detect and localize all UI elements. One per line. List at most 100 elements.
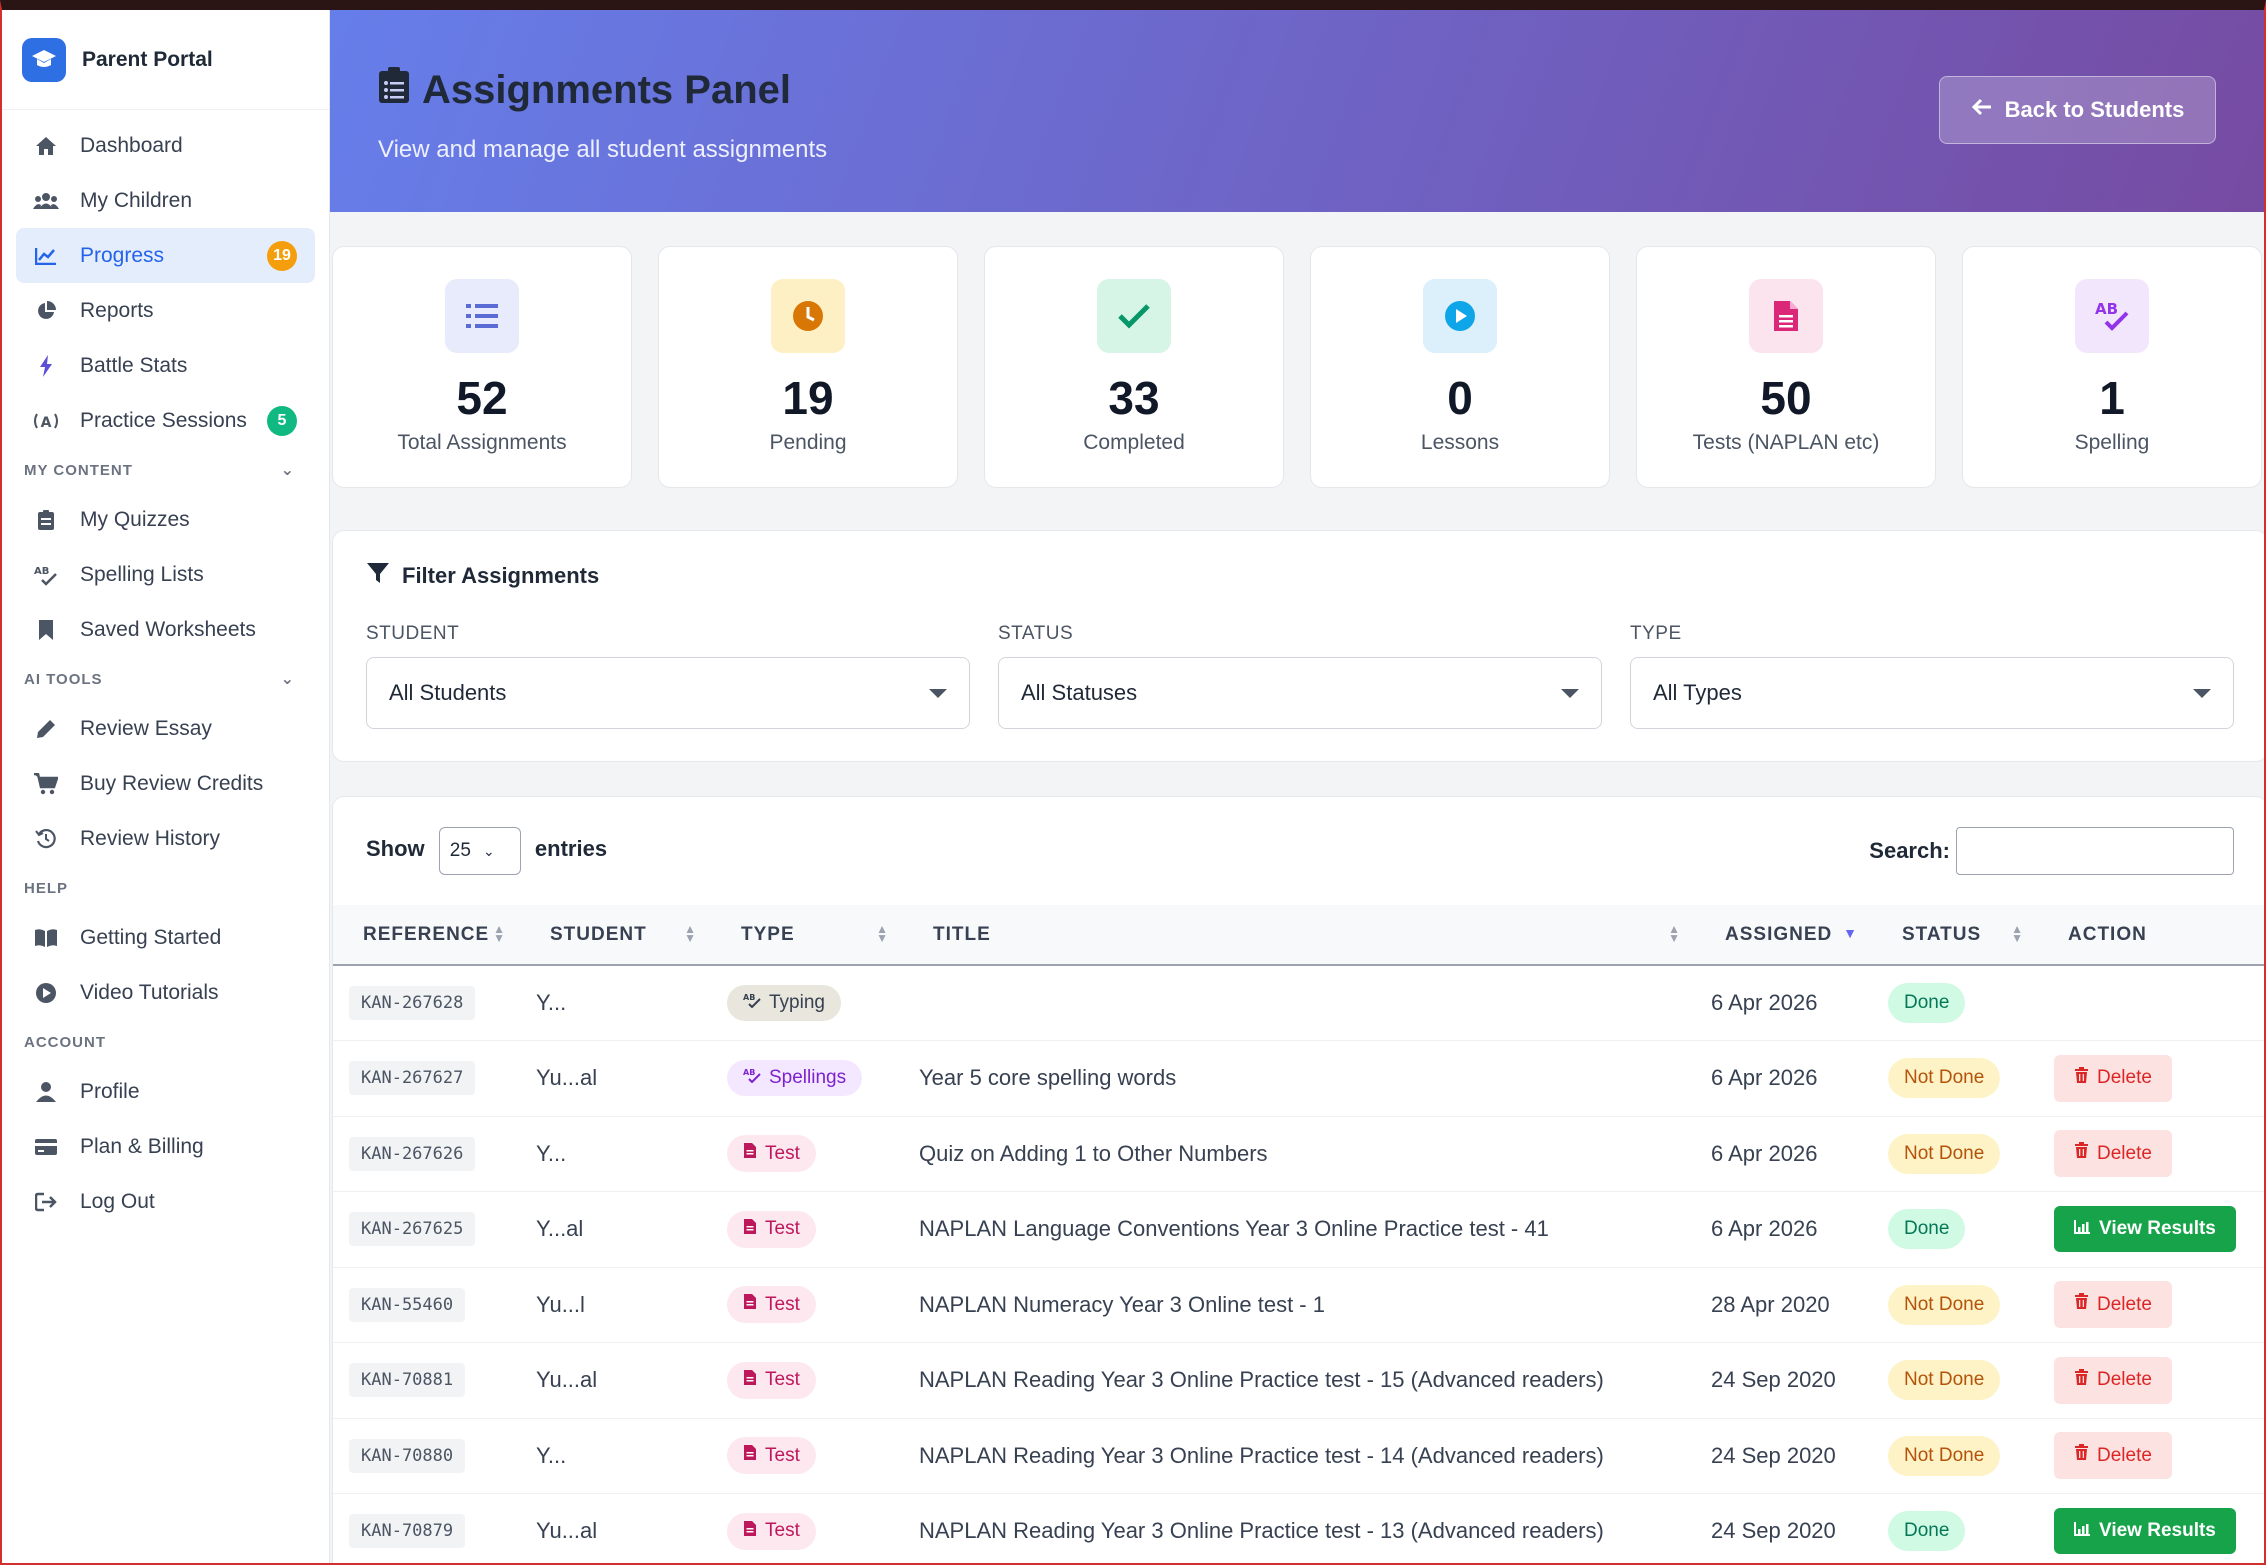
cell-status: Not Done — [1872, 1267, 2038, 1343]
view-results-button[interactable]: View Results — [2054, 1206, 2236, 1253]
cell-type: Test — [711, 1267, 903, 1343]
table-row: KAN-70881 Yu...al Test NAPLAN Reading Year … — [333, 1342, 2264, 1419]
sidebar-item-log-out[interactable]: Log Out — [16, 1174, 315, 1229]
entries-select[interactable]: 25 ⌄ — [438, 827, 521, 875]
view-results-button[interactable]: View Results — [2054, 1508, 2236, 1555]
sidebar-item-my-children[interactable]: My Children — [16, 173, 315, 228]
sidebar-item-practice-sessions[interactable]: A Practice Sessions 5 — [16, 393, 315, 448]
assigned-date: 24 Sep 2020 — [1711, 1442, 1836, 1468]
assigned-date: 24 Sep 2020 — [1711, 1518, 1836, 1544]
type-label: Test — [765, 1520, 800, 1542]
sidebar-item-saved-worksheets[interactable]: Saved Worksheets — [16, 602, 315, 657]
column-header-reference[interactable]: REFERENCE ▲ ▼ — [333, 905, 520, 966]
stat-card-tests: 50 Tests (NAPLAN etc) — [1636, 246, 1936, 488]
filter-title: Filter Assignments — [366, 561, 2234, 591]
delete-button[interactable]: Delete — [2054, 1130, 2172, 1178]
sidebar-item-review-essay[interactable]: Review Essay — [16, 701, 315, 756]
sidebar-item-spelling-lists[interactable]: AB Spelling Lists — [16, 547, 315, 602]
column-header-title[interactable]: TITLE ▲ ▼ — [903, 905, 1695, 966]
section-my-content[interactable]: MY CONTENT ⌄ — [16, 448, 315, 492]
section-ai-tools[interactable]: AI TOOLS ⌄ — [16, 657, 315, 701]
type-badge: Test — [727, 1210, 816, 1248]
column-label: TYPE — [741, 923, 795, 945]
sidebar-item-reports[interactable]: Reports — [16, 283, 315, 338]
table-body: KAN-267628 Y... AB Typing 6 Apr 2026 Done KAN-… — [333, 965, 2264, 1563]
view-results-label: View Results — [2099, 1218, 2216, 1240]
sidebar-item-battle-stats[interactable]: Battle Stats — [16, 338, 315, 393]
page-title: Assignments Panel — [378, 66, 2216, 114]
sidebar-item-progress[interactable]: Progress 19 — [16, 228, 315, 283]
entries-select-value: 25 — [449, 840, 471, 861]
stat-value: 1 — [2099, 372, 2125, 424]
delete-button[interactable]: Delete — [2054, 1356, 2172, 1404]
assigned-date: 6 Apr 2026 — [1711, 1065, 1818, 1091]
student-name: Yu...al — [536, 1367, 598, 1393]
sidebar-item-label: Profile — [80, 1079, 140, 1103]
sort-icon: ▲ ▼ — [1668, 922, 1681, 945]
filter-type: TYPE All Types — [1630, 623, 2234, 729]
sidebar-item-buy-review-credits[interactable]: Buy Review Credits — [16, 756, 315, 811]
column-header-type[interactable]: TYPE ▲ ▼ — [711, 905, 903, 966]
sidebar-item-plan-billing[interactable]: Plan & Billing — [16, 1119, 315, 1174]
trash-icon — [2074, 1444, 2089, 1467]
cell-type: Test — [711, 1493, 903, 1563]
cell-type: Test — [711, 1418, 903, 1494]
cell-student: Y... — [520, 965, 711, 1041]
student-name: Yu...al — [536, 1065, 598, 1091]
assigned-date: 6 Apr 2026 — [1711, 1140, 1818, 1166]
status-badge: Done — [1888, 1209, 1966, 1250]
cell-reference: KAN-70880 — [333, 1418, 520, 1494]
sort-icon: ▲ ▼ — [493, 922, 506, 945]
search-input[interactable] — [1956, 827, 2234, 875]
cell-action: Delete — [2038, 1267, 2264, 1343]
chevron-down-icon: ⌄ — [280, 671, 295, 688]
stat-value: 0 — [1447, 372, 1473, 424]
column-header-assigned[interactable]: ASSIGNED ▼ — [1695, 905, 1872, 966]
student-select[interactable]: All Students — [366, 657, 970, 729]
column-header-status[interactable]: STATUS ▲ ▼ — [1872, 905, 2038, 966]
stat-label: Tests (NAPLAN etc) — [1692, 431, 1880, 454]
svg-text:AB: AB — [743, 1068, 755, 1077]
cell-status: Not Done — [1872, 1116, 2038, 1192]
table-row: KAN-267628 Y... AB Typing 6 Apr 2026 Done — [333, 965, 2264, 1041]
brand[interactable]: Parent Portal — [2, 10, 329, 110]
entries-length-control: Show 25 ⌄ entries — [366, 827, 607, 875]
entries-label: entries — [534, 836, 608, 861]
trash-icon — [2074, 1066, 2089, 1090]
column-label: ASSIGNED — [1725, 923, 1833, 945]
delete-label: Delete — [2097, 1142, 2152, 1164]
svg-text:AB: AB — [743, 993, 755, 1002]
stat-label: Total Assignments — [397, 431, 567, 454]
column-label: ACTION — [2068, 923, 2147, 945]
status-select[interactable]: All Statuses — [998, 657, 1602, 729]
stat-label: Lessons — [1420, 431, 1500, 454]
cell-type: Test — [711, 1116, 903, 1192]
sidebar-item-dashboard[interactable]: Dashboard — [16, 118, 315, 173]
delete-button[interactable]: Delete — [2054, 1432, 2172, 1480]
sidebar-item-review-history[interactable]: Review History — [16, 811, 315, 866]
stat-card-spelling: AB 1 Spelling — [1962, 246, 2262, 488]
back-to-students-button[interactable]: Back to Students — [1939, 76, 2216, 144]
cart-icon — [32, 772, 60, 795]
cell-action: View Results — [2038, 1191, 2264, 1268]
sidebar-item-my-quizzes[interactable]: My Quizzes — [16, 492, 315, 547]
cell-reference: KAN-70881 — [333, 1342, 520, 1419]
sidebar-item-video-tutorials[interactable]: Video Tutorials — [16, 965, 315, 1020]
type-select[interactable]: All Types — [1630, 657, 2234, 729]
type-label: Spellings — [769, 1067, 847, 1089]
assignment-title: NAPLAN Language Conventions Year 3 Onlin… — [919, 1216, 1549, 1242]
sidebar-item-getting-started[interactable]: Getting Started — [16, 910, 315, 965]
filter-title-text: Filter Assignments — [402, 563, 600, 588]
cell-title: NAPLAN Reading Year 3 Online Practice te… — [903, 1418, 1695, 1494]
sidebar-item-profile[interactable]: Profile — [16, 1064, 315, 1119]
delete-button[interactable]: Delete — [2054, 1054, 2172, 1102]
assignment-title: NAPLAN Reading Year 3 Online Practice te… — [919, 1442, 1604, 1468]
file-icon — [1749, 279, 1823, 353]
student-filter-label: STUDENT — [366, 623, 460, 644]
assignment-title: NAPLAN Numeracy Year 3 Online test - 1 — [919, 1291, 1325, 1317]
delete-button[interactable]: Delete — [2054, 1281, 2172, 1329]
type-badge: AB Spellings — [727, 1060, 863, 1097]
caret-down-icon — [929, 688, 947, 698]
column-header-student[interactable]: STUDENT ▲ ▼ — [520, 905, 711, 966]
cell-reference: KAN-267627 — [333, 1040, 520, 1117]
